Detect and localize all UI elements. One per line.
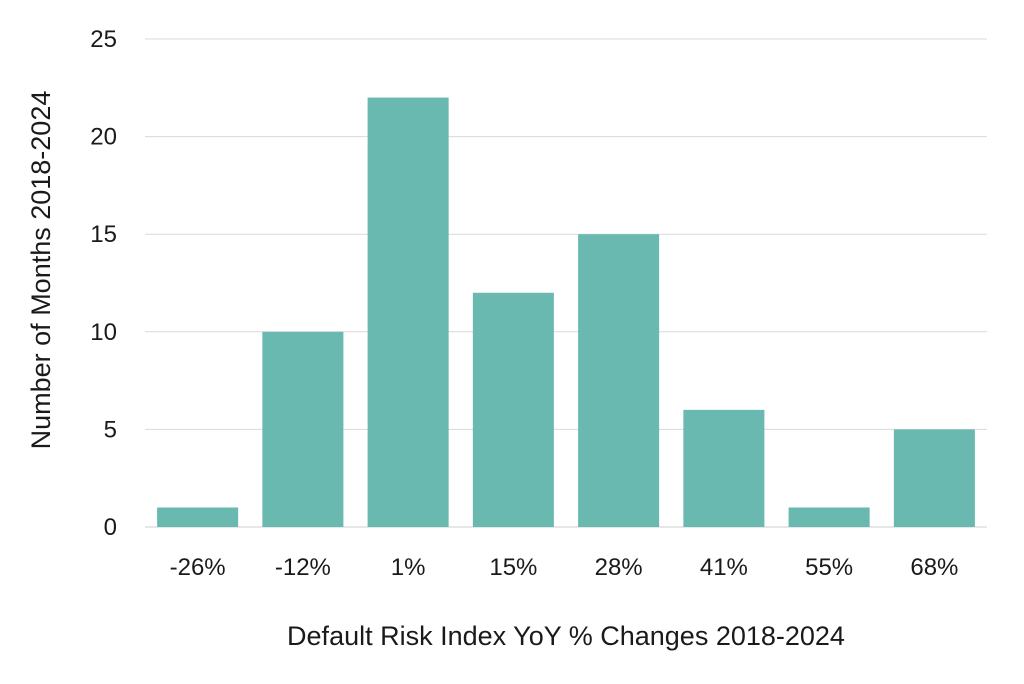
bar — [262, 331, 344, 527]
y-tick-label: 0 — [104, 514, 117, 541]
y-tick-label: 5 — [104, 416, 117, 443]
bar — [367, 97, 449, 527]
x-tick-label: 41% — [700, 554, 748, 581]
x-axis-label: Default Risk Index YoY % Changes 2018-20… — [287, 621, 845, 651]
x-axis-ticks: -26% -12% 1% 15% 28% 41% 55% 68% — [170, 554, 959, 581]
x-tick-label: 15% — [489, 554, 537, 581]
bar — [578, 234, 660, 527]
bar — [683, 409, 765, 527]
x-tick-label: -12% — [275, 554, 331, 581]
y-axis-label: Number of Months 2018-2024 — [26, 91, 56, 450]
y-tick-label: 10 — [90, 319, 117, 346]
bar — [472, 292, 554, 527]
y-axis-ticks: 0 5 10 15 20 25 — [90, 26, 117, 541]
y-tick-label: 25 — [90, 26, 117, 53]
y-tick-label: 15 — [90, 221, 117, 248]
y-tick-label: 20 — [90, 124, 117, 151]
x-tick-label: 68% — [910, 554, 958, 581]
x-tick-label: 1% — [391, 554, 426, 581]
bar — [157, 507, 239, 527]
x-tick-label: -26% — [170, 554, 226, 581]
bars — [157, 97, 975, 527]
x-tick-label: 55% — [805, 554, 853, 581]
x-tick-label: 28% — [595, 554, 643, 581]
bar — [893, 429, 975, 527]
bar — [788, 507, 870, 527]
